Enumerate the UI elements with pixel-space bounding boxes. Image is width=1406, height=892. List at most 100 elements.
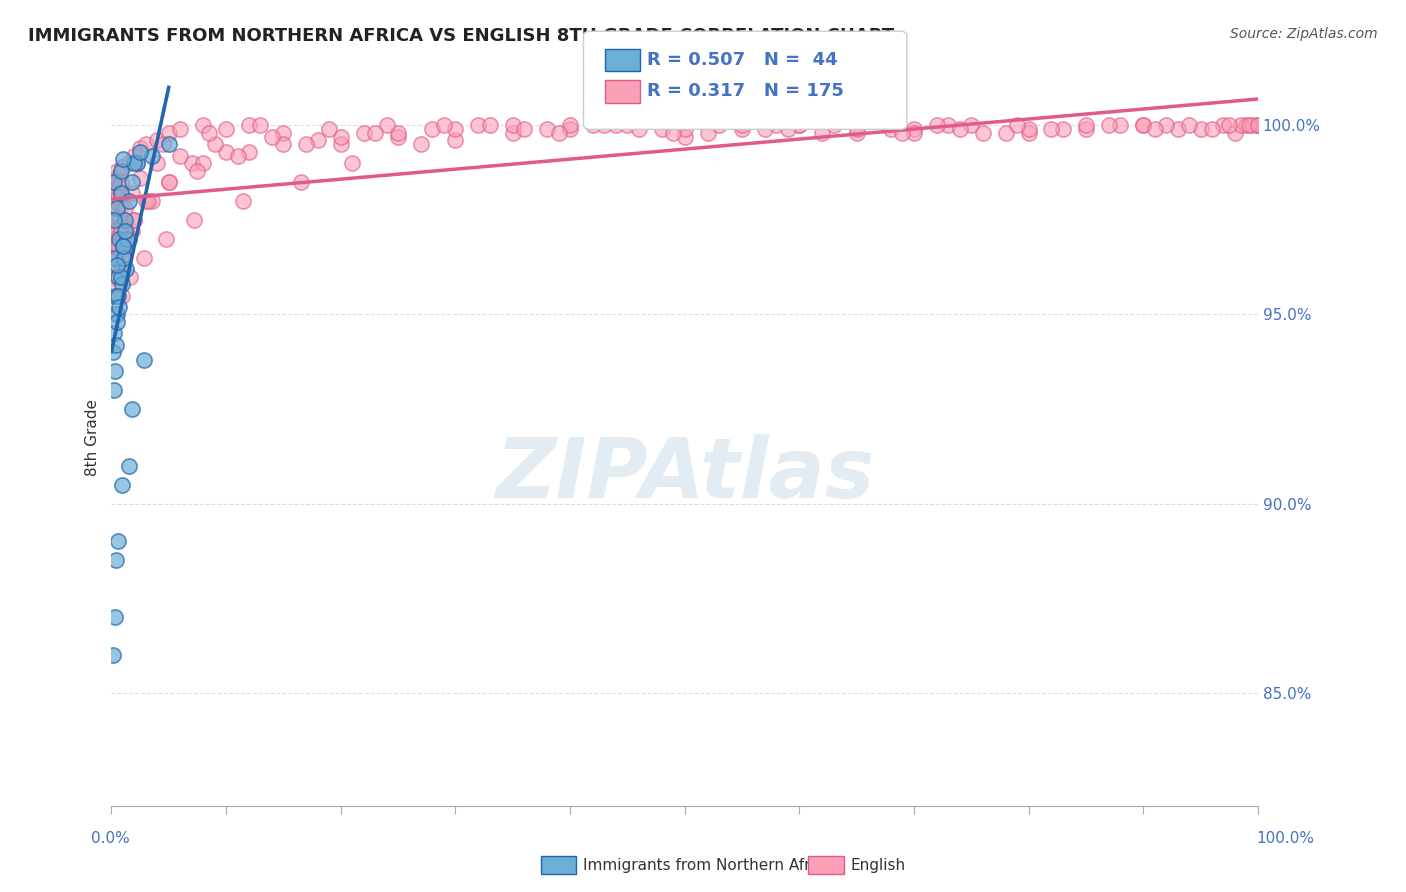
Point — [129, 141, 152, 155]
Point — [157, 126, 180, 140]
Point — [903, 122, 925, 136]
Point — [238, 118, 260, 132]
Point — [444, 133, 467, 147]
Point — [135, 194, 157, 208]
Point — [141, 148, 163, 162]
Point — [101, 251, 124, 265]
Point — [1229, 118, 1251, 132]
Text: English: English — [851, 858, 905, 872]
Point — [155, 232, 177, 246]
Point — [105, 186, 128, 201]
Point — [925, 118, 948, 132]
Point — [152, 137, 174, 152]
Point — [103, 288, 125, 302]
Point — [105, 258, 128, 272]
Point — [114, 212, 136, 227]
Point — [107, 534, 129, 549]
Point — [186, 163, 208, 178]
Point — [111, 477, 134, 491]
Point — [627, 122, 650, 136]
Point — [1005, 118, 1028, 132]
Point — [107, 239, 129, 253]
Point — [117, 232, 139, 246]
Point — [232, 194, 254, 208]
Point — [121, 402, 143, 417]
Point — [110, 186, 132, 201]
Point — [105, 277, 128, 292]
Point — [536, 122, 558, 136]
Point — [117, 156, 139, 170]
Point — [1143, 122, 1166, 136]
Point — [696, 126, 718, 140]
Point — [111, 232, 134, 246]
Point — [845, 126, 868, 140]
Point — [1098, 118, 1121, 132]
Point — [108, 209, 131, 223]
Point — [124, 148, 146, 162]
Point — [111, 227, 134, 242]
Point — [108, 243, 131, 257]
Point — [111, 243, 134, 257]
Point — [124, 156, 146, 170]
Point — [114, 224, 136, 238]
Point — [157, 175, 180, 189]
Point — [107, 190, 129, 204]
Point — [107, 235, 129, 250]
Point — [112, 254, 135, 268]
Point — [1189, 122, 1212, 136]
Text: 100.0%: 100.0% — [1257, 831, 1315, 846]
Point — [110, 197, 132, 211]
Point — [558, 122, 581, 136]
Point — [146, 156, 169, 170]
Point — [110, 220, 132, 235]
Point — [114, 202, 136, 216]
Text: Source: ZipAtlas.com: Source: ZipAtlas.com — [1230, 27, 1378, 41]
Point — [1074, 122, 1097, 136]
Point — [112, 251, 135, 265]
Point — [1247, 118, 1270, 132]
Point — [108, 168, 131, 182]
Point — [111, 153, 134, 167]
Point — [105, 251, 128, 265]
Point — [226, 148, 249, 162]
Text: IMMIGRANTS FROM NORTHERN AFRICA VS ENGLISH 8TH GRADE CORRELATION CHART: IMMIGRANTS FROM NORTHERN AFRICA VS ENGLI… — [28, 27, 894, 45]
Point — [180, 156, 202, 170]
Point — [141, 194, 163, 208]
Point — [329, 137, 352, 152]
Y-axis label: 8th Grade: 8th Grade — [86, 399, 100, 475]
Point — [1223, 126, 1246, 140]
Point — [105, 232, 128, 246]
Point — [422, 122, 444, 136]
Point — [169, 148, 191, 162]
Point — [129, 145, 152, 159]
Point — [169, 122, 191, 136]
Point — [1237, 118, 1260, 132]
Point — [104, 194, 127, 208]
Point — [651, 122, 673, 136]
Point — [249, 118, 271, 132]
Text: 0.0%: 0.0% — [91, 831, 131, 846]
Point — [1241, 118, 1264, 132]
Point — [1178, 118, 1201, 132]
Point — [108, 232, 131, 246]
Point — [107, 288, 129, 302]
Text: ZIPAtlas: ZIPAtlas — [495, 434, 875, 515]
Point — [111, 239, 134, 253]
Point — [936, 118, 959, 132]
Point — [129, 171, 152, 186]
Point — [105, 224, 128, 238]
Point — [101, 345, 124, 359]
Text: Immigrants from Northern Africa: Immigrants from Northern Africa — [583, 858, 834, 872]
Point — [673, 122, 696, 136]
Point — [903, 126, 925, 140]
Point — [105, 247, 128, 261]
Point — [191, 118, 214, 132]
Point — [125, 156, 148, 170]
Point — [104, 171, 127, 186]
Point — [103, 239, 125, 253]
Point — [104, 610, 127, 624]
Point — [593, 118, 616, 132]
Point — [111, 251, 134, 265]
Point — [949, 122, 972, 136]
Point — [157, 137, 180, 152]
